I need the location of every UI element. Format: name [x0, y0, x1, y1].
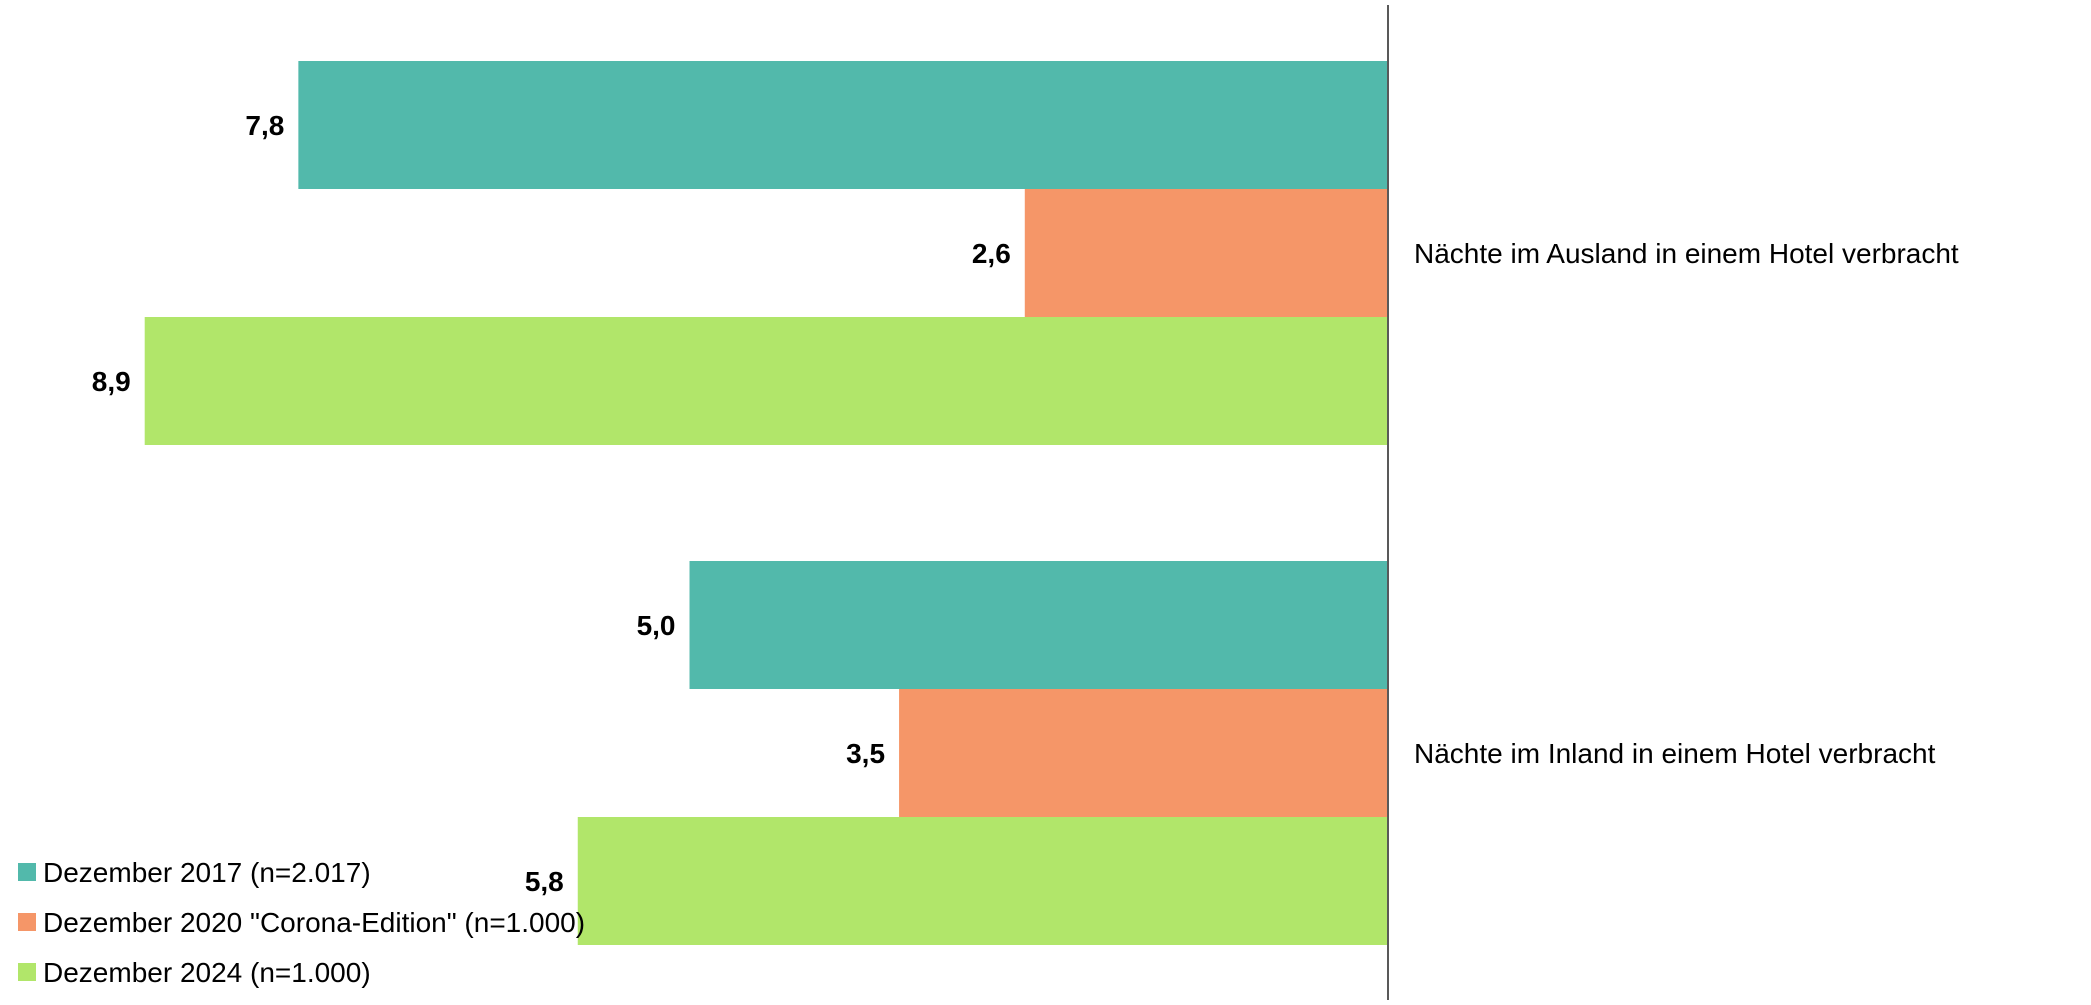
data-label: 8,9 [92, 366, 131, 397]
legend-swatch [18, 963, 36, 981]
legend-label: Dezember 2020 "Corona-Edition" (n=1.000) [43, 907, 585, 938]
legend-swatch [18, 913, 36, 931]
bar-ausland-series-1 [298, 61, 1388, 189]
bar-ausland-series-2 [1024, 189, 1388, 317]
category-label: Nächte im Ausland in einem Hotel verbrac… [1414, 238, 1959, 269]
data-label: 3,5 [846, 738, 885, 769]
data-label: 7,8 [245, 110, 284, 141]
category-labels-layer: Nächte im Ausland in einem Hotel verbrac… [1414, 238, 1959, 769]
legend-label: Dezember 2017 (n=2.017) [43, 857, 371, 888]
bars-layer [144, 61, 1388, 945]
legend-label: Dezember 2024 (n=1.000) [43, 957, 371, 988]
bar-inland-series-3 [577, 817, 1388, 945]
data-label: 2,6 [972, 238, 1011, 269]
bar-ausland-series-3 [144, 317, 1388, 445]
bar-inland-series-1 [689, 561, 1388, 689]
bar-inland-series-2 [899, 689, 1388, 817]
data-label: 5,0 [637, 610, 676, 641]
legend-swatch [18, 863, 36, 881]
data-label: 5,8 [525, 866, 564, 897]
value-labels-layer: 7,8 2,6 8,9 5,0 3,5 5,8 [92, 110, 1011, 897]
category-label: Nächte im Inland in einem Hotel verbrach… [1414, 738, 1936, 769]
legend: Dezember 2017 (n=2.017) Dezember 2020 "Co… [18, 857, 585, 988]
